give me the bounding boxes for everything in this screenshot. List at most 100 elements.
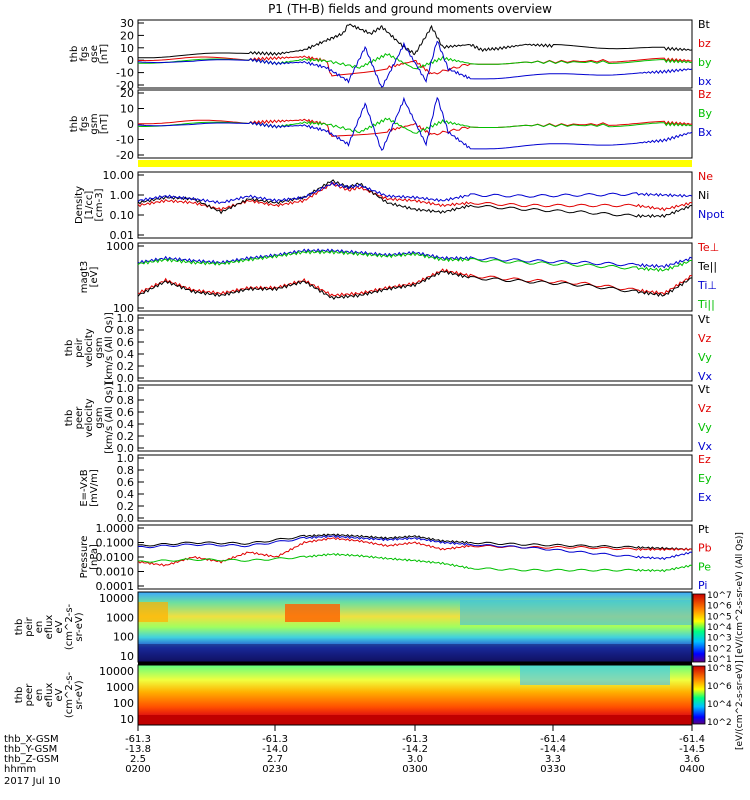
x-axis-value: 0400 [679,764,704,775]
x-axis-row-label: thb_Y-GSM [4,744,57,755]
legend-entry: Vz [698,402,712,415]
colorbar-tick: 10^2 [707,644,732,654]
colorbar-tick: 10^3 [707,634,732,644]
x-axis-value: -61.4 [679,734,705,745]
spectrogram-y-label: eV [54,688,65,701]
y-axis-label: [km/s (All Qs)] [104,382,115,454]
x-axis-value: -14.4 [540,744,566,755]
spectrogram-y-tick: 10000 [99,665,134,678]
y-tick-label: 1000 [106,240,134,253]
colorbar-tick: 10^2 [707,718,732,728]
legend-entry: Ti|| [697,298,715,311]
x-axis-value: -14.5 [679,744,705,755]
x-axis-value: 2.5 [130,754,146,765]
y-tick-label: 0.0 [117,372,135,385]
panel-2: 20 10 0 -10 -20 thb fgs gsm [nT] Bz By Bx [69,87,713,162]
panel-4: 1000 100 magt3 [eV] Te⊥ Te|| Ti⊥ Ti|| [79,240,719,315]
series-line-Pi [137,535,693,561]
y-axis-label: peer [74,406,85,430]
y-tick-label: 0.6 [117,406,135,419]
legend-entry: Pi [698,579,707,592]
x-axis-value: 3.3 [545,754,561,765]
x-axis-value: 0200 [125,764,150,775]
x-axis-value: 3.6 [684,754,700,765]
x-axis-row-label: thb_Z-GSM [4,754,59,765]
y-tick-label: 20 [120,29,134,42]
spectrogram-y-label: (cm^2-s- [64,603,75,650]
y-axis-label: Pressure [79,536,90,579]
y-tick-label: 0.8 [117,464,135,477]
spectrogram-y-tick: 10 [120,650,134,663]
x-axis-value: -14.2 [402,744,428,755]
legend-entry: Ne [698,170,713,183]
y-tick-label: 0.6 [117,476,135,489]
y-tick-label: 0.0010 [96,566,135,579]
y-tick-label: 0.01 [110,229,135,242]
spectrogram-y-label: peer [24,683,35,707]
spectrogram-y-label: en [34,689,45,702]
legend-entry: Pb [698,542,712,555]
legend-entry: Vx [698,370,713,383]
spectrogram-y-label: (cm^2-s- [64,671,75,718]
series-line-bz [138,55,693,77]
panel-frame [137,384,693,452]
series-line-Ne [137,181,693,212]
y-tick-label: -20 [116,149,134,162]
x-axis-value: -61.3 [125,734,151,745]
spectrogram-y-label: thb [14,687,25,704]
spectrogram-electron [137,664,693,726]
spectrogram-y-label: eflux [44,615,55,640]
y-tick-label: -10 [116,67,134,80]
legend-entry: By [698,107,713,120]
y-axis-label: gse [89,45,100,63]
y-tick-label: 0.8 [117,324,135,337]
legend-entry: Vx [698,440,713,453]
spectrogram-y-tick: 1000 [106,681,134,694]
y-tick-label: 1.00 [110,189,135,202]
y-tick-label: 0.0100 [96,551,135,564]
legend-entry: Pt [698,523,710,536]
legend-entry: Vz [698,332,712,345]
spectrogram-y-tick: 10 [120,713,134,726]
y-tick-label: 0.0 [117,442,135,455]
panel-frame [137,524,693,590]
colorbar-tick: 10^4 [707,700,732,710]
y-axis-label: fgs [79,116,90,131]
x-axis-row-label: thb_X-GSM [4,734,59,745]
y-axis-label: gsm [94,337,105,358]
y-axis-label: thb [64,340,75,357]
colorbar-tick: 10^6 [707,682,732,692]
y-tick-label: 0.10 [110,209,135,222]
y-tick-label: 10.00 [103,169,135,182]
colorbar-tick: 10^1 [707,655,732,665]
series-line-Ti|| [137,249,693,273]
series-line-Pb [137,537,693,567]
panel-frame [137,454,693,522]
legend-entry: Te|| [697,260,717,273]
series-line-Bz [138,118,693,137]
spectrogram-y-label: thb [14,619,25,636]
spectrogram-y-tick: 100 [113,631,134,644]
figure-title: P1 (TH-B) fields and ground moments over… [268,2,552,16]
y-tick-label: -20 [116,79,134,92]
spectrogram-y-tick: 1000 [106,611,134,624]
y-tick-label: 10 [120,42,134,55]
legend-entry: Bz [698,88,712,101]
y-tick-label: 0.8 [117,394,135,407]
x-axis-value: 2.7 [267,754,283,765]
spectrogram-y-label: eflux [44,683,55,708]
x-axis-value: 0230 [262,764,287,775]
y-axis-label: velocity [84,328,95,367]
series-line-Ti⊥ [137,248,693,269]
x-axis-value: -14.0 [262,744,288,755]
spectrogram-y-label: sr-eV) [74,612,85,641]
legend-entry: Vt [698,383,711,396]
y-axis-label: gsm [94,407,105,428]
panel-7: 1.00.80.60.40.20.0 E=-VxB [mV/m] Ez Ey Ex [79,452,712,525]
y-tick-label: 0.0 [117,512,135,525]
colorbar-tick: 10^8 [707,664,732,674]
y-tick-label: 0.4 [117,348,135,361]
legend-entry: Ex [698,491,712,504]
